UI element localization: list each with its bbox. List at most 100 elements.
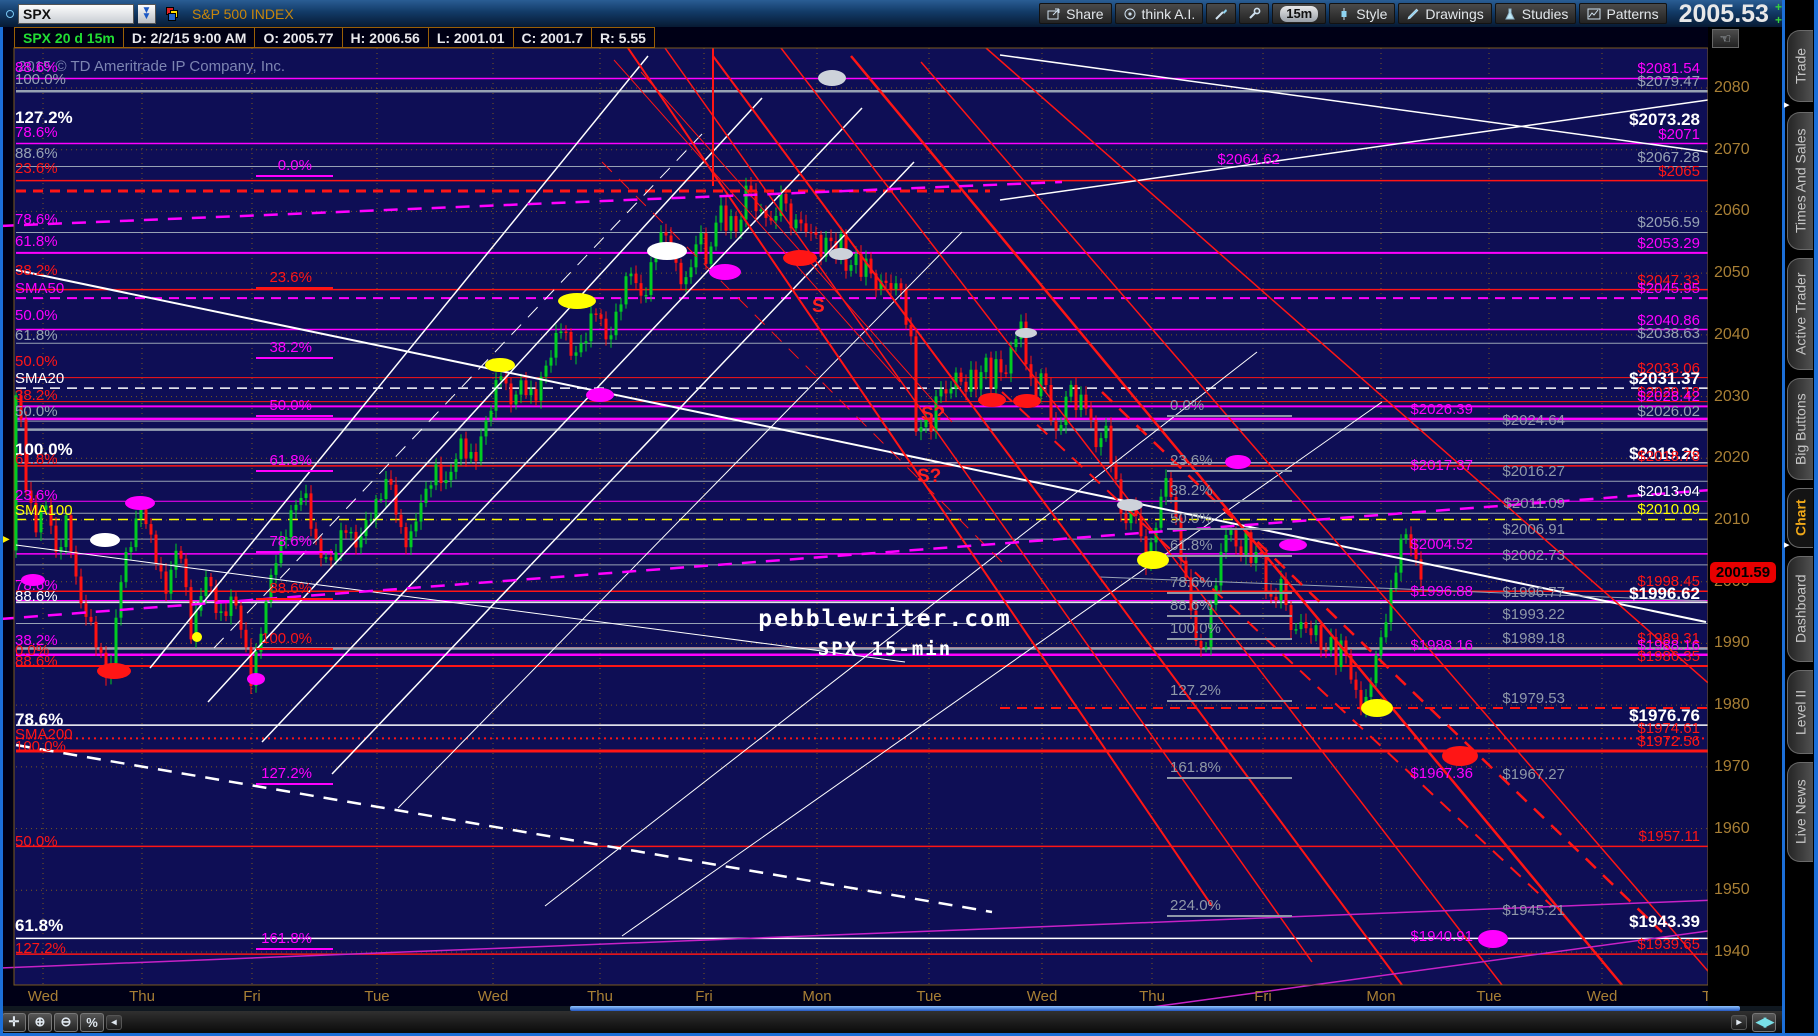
- zigzag-icon: [1587, 8, 1601, 19]
- layers-icon: [166, 6, 180, 21]
- window-right-border: [1814, 0, 1818, 1036]
- price-axis-tick: 1940: [1714, 942, 1750, 960]
- time-axis-label: Mon: [802, 988, 832, 1005]
- time-axis-label: Wed: [477, 988, 509, 1005]
- think-a-i--button[interactable]: think A.I.: [1114, 3, 1204, 24]
- brush-icon: [1215, 8, 1228, 20]
- price-axis[interactable]: 2080207020602050204020302020201020001990…: [1708, 27, 1782, 1006]
- symbol-input[interactable]: SPX: [18, 3, 134, 24]
- time-axis-label: Fri: [1254, 988, 1272, 1005]
- wave-count-label: S: [812, 296, 825, 317]
- price-axis-tick: 2010: [1714, 510, 1750, 528]
- fib-underline: [256, 598, 333, 600]
- fib-underline: [1167, 915, 1292, 917]
- scroll-left-button[interactable]: ◂: [106, 1014, 122, 1030]
- drawings-button[interactable]: Drawings: [1398, 3, 1492, 24]
- fib-underline: [256, 948, 333, 950]
- share-icon: [1047, 8, 1060, 19]
- timeframe-badge[interactable]: 15m: [1272, 3, 1327, 24]
- fib-underline: [256, 415, 333, 417]
- time-axis-label: Wed: [27, 988, 59, 1005]
- chart-plot-area[interactable]: [14, 48, 1708, 985]
- top-toolbar: SPX ▼ ▼ S&P 500 INDEX Share think A.I. 15m S…: [0, 0, 1818, 27]
- tab-active-trader[interactable]: Active Trader: [1787, 258, 1813, 370]
- ohlc-cell-1: D: 2/2/15 9:00 AM: [124, 28, 256, 47]
- horizontal-scrollbar-thumb[interactable]: [570, 1006, 1740, 1011]
- bottom-toolbar: ✛ ⊕ ⊖ % ◂ ▸ ◀▶: [0, 1011, 1782, 1033]
- price-axis-tick: 2070: [1714, 140, 1750, 158]
- window-bottom-border: [0, 1033, 1818, 1036]
- percent-scale-button[interactable]: %: [80, 1012, 104, 1032]
- zoom-out-button[interactable]: ⊖: [54, 1012, 78, 1032]
- wrench-icon-button[interactable]: [1239, 3, 1270, 24]
- time-axis-label: Mon: [1366, 988, 1396, 1005]
- price-axis-tick: 2080: [1714, 79, 1750, 96]
- price-axis-tick: 1990: [1714, 634, 1750, 652]
- link-indicator-icon: [6, 9, 14, 18]
- wave-count-label: S?: [917, 466, 942, 487]
- expand-panel-button[interactable]: ◀▶: [1752, 1012, 1776, 1032]
- fib-underline: [256, 470, 333, 472]
- watermark-line2: SPX 15-min: [817, 638, 953, 660]
- price-axis-tick: 1980: [1714, 696, 1750, 714]
- target-icon: [1124, 8, 1136, 19]
- price-axis-tick: 2020: [1714, 449, 1750, 467]
- tab-chart[interactable]: Chart: [1787, 488, 1813, 548]
- pencil-icon: [1407, 8, 1419, 19]
- symbol-dropdown-icon[interactable]: ▼ ▼: [138, 3, 156, 24]
- tab-live-news[interactable]: Live News: [1787, 762, 1813, 862]
- ohlc-info-bar: SPX 20 d 15m D: 2/2/15 9:00 AM O: 2005.77 H…: [14, 27, 655, 48]
- fib-underline: [1167, 638, 1292, 640]
- flask-icon: [1504, 8, 1515, 19]
- ohlc-cell-2: O: 2005.77: [255, 28, 343, 47]
- tab-dashboard[interactable]: Dashboard: [1787, 556, 1813, 662]
- tab-scroll-arrow-icon: ▸: [1784, 99, 1790, 111]
- time-axis-label: Fri: [243, 988, 261, 1005]
- ohlc-cell-5: C: 2001.7: [514, 28, 593, 47]
- window-left-border: [0, 27, 3, 1036]
- tab-trade[interactable]: Trade: [1787, 30, 1813, 102]
- price-axis-tick: 1970: [1714, 757, 1750, 775]
- patterns-button[interactable]: Patterns: [1579, 3, 1667, 24]
- time-axis-label: Wed: [1026, 988, 1058, 1005]
- candle-icon: [1341, 7, 1347, 20]
- time-axis-label: Fri: [695, 988, 713, 1005]
- time-axis-label: Tue: [916, 988, 942, 1005]
- brush-icon-button[interactable]: [1206, 3, 1237, 24]
- right-tab-strip: Trade Times And Sales Active Trader Big But…: [1784, 0, 1814, 1036]
- timeframe-label[interactable]: 15m: [1280, 5, 1319, 22]
- index-name-label: S&P 500 INDEX: [192, 5, 294, 22]
- toolbar-buttons: Share think A.I. 15m Style Drawings Studies Pa…: [1039, 3, 1670, 24]
- price-axis-tick: 2050: [1714, 264, 1750, 282]
- fib-underline: [256, 648, 333, 650]
- zoom-in-button[interactable]: ⊕: [28, 1012, 52, 1032]
- last-price: 2005.53: [1678, 0, 1769, 28]
- pan-hand-button[interactable]: ☜: [1712, 29, 1739, 48]
- time-axis-label: Thu: [1139, 988, 1165, 1005]
- time-axis-label: Thu: [129, 988, 155, 1005]
- price-axis-tick: 2040: [1714, 325, 1750, 343]
- pan-tool-button[interactable]: ✛: [2, 1012, 26, 1032]
- price-axis-tick: 1950: [1714, 881, 1750, 899]
- watermark-line1: pebblewriter.com: [758, 606, 1012, 632]
- studies-button[interactable]: Studies: [1494, 3, 1577, 24]
- tab-big-buttons[interactable]: Big Buttons: [1787, 378, 1813, 480]
- time-axis-label: Thu: [587, 988, 613, 1005]
- fib-underline: [256, 175, 333, 177]
- price-axis-tick: 2030: [1714, 387, 1750, 405]
- fib-underline: [1167, 615, 1292, 617]
- style-button[interactable]: Style: [1329, 3, 1396, 24]
- fib-underline: [1167, 592, 1292, 594]
- watermark: pebblewriter.com SPX 15-min: [758, 606, 1012, 660]
- tab-times-and-sales[interactable]: Times And Sales: [1787, 112, 1813, 250]
- fib-underline: [1167, 700, 1292, 702]
- fib-underline: [1167, 555, 1292, 557]
- tab-level-ii[interactable]: Level II: [1787, 670, 1813, 754]
- scroll-right-button[interactable]: ▸: [1731, 1014, 1747, 1030]
- fib-underline: [256, 357, 333, 359]
- wrench-icon: [1249, 7, 1261, 19]
- fib-underline: [1167, 415, 1292, 417]
- share-button[interactable]: Share: [1039, 3, 1112, 24]
- time-axis-label: Wed: [1586, 988, 1618, 1005]
